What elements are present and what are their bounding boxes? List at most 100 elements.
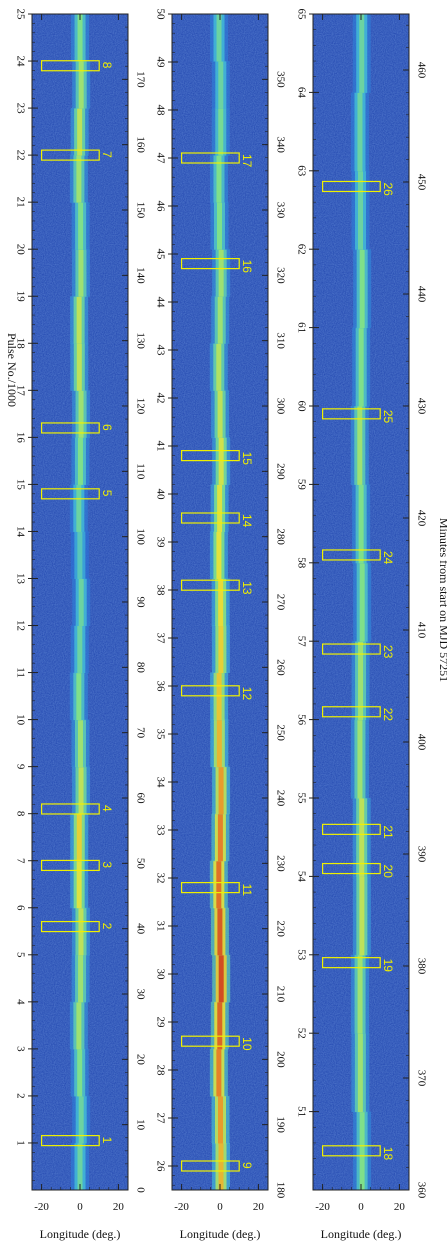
minute-tick-label: 60 (134, 793, 146, 805)
pulse-tick-label: 29 (154, 1017, 166, 1029)
emission-core (216, 860, 222, 909)
event-label: 6 (100, 424, 114, 431)
pulse-tick-label: 44 (154, 297, 166, 309)
minute-tick-label: 30 (134, 989, 146, 1001)
emission-core (76, 296, 82, 344)
emission-core (217, 484, 223, 532)
emission-core (359, 798, 365, 877)
event-label: 3 (100, 861, 114, 868)
event-label: 17 (240, 154, 254, 168)
emission-core (359, 562, 365, 642)
minute-tick-label: 310 (274, 332, 286, 349)
minute-tick-label: 340 (274, 136, 286, 153)
minute-tick-label: 170 (134, 71, 146, 88)
minute-tick-label: 240 (274, 790, 286, 807)
event-label: 24 (381, 551, 395, 565)
pulse-tick-label: 35 (154, 729, 166, 741)
pulse-tick-label: 17 (14, 385, 26, 397)
pulse-tick-label: 12 (14, 620, 26, 631)
pulse-tick-label: 64 (295, 87, 307, 99)
pulse-tick-label: 3 (14, 1046, 26, 1052)
emission-core (76, 484, 82, 532)
minute-tick-label: 190 (274, 1116, 286, 1133)
event-box (181, 579, 240, 591)
event-box (181, 1035, 240, 1047)
emission-core (78, 61, 84, 109)
pulse-tick-label: 41 (154, 441, 166, 452)
event-label: 11 (240, 884, 254, 897)
minute-tick-label: 440 (415, 286, 427, 303)
emission-core (78, 954, 84, 1003)
emission-core (77, 531, 83, 579)
emission-core (357, 719, 363, 799)
pulse-tick-label: 28 (154, 1065, 166, 1077)
minute-tick-label: 90 (134, 597, 146, 609)
event-label: 21 (381, 825, 395, 839)
emission-core (357, 406, 363, 485)
pulse-tick-label: 47 (154, 153, 166, 165)
emission-core (218, 954, 224, 1003)
event-box (322, 957, 381, 969)
minute-tick-label: 420 (415, 510, 427, 527)
event-box (40, 803, 100, 815)
emission-core (218, 578, 224, 627)
pulse-tick-label: 65 (295, 9, 307, 21)
pulse-tick-label: 40 (154, 489, 166, 501)
longitude-axis-label: Longitude (deg.) (180, 1227, 261, 1241)
pulse-tick-label: 7 (14, 858, 26, 864)
event-box (181, 450, 240, 462)
pulse-tick-label: 10 (14, 714, 26, 726)
event-box (181, 152, 240, 164)
emission-core (218, 61, 224, 109)
pulse-tick-label: 24 (14, 56, 26, 68)
right-axis-label: Minutes from start on MJD 57251 (437, 518, 447, 682)
longitude-tick-label: 0 (358, 1201, 364, 1213)
emission-core (77, 1048, 83, 1097)
emission-core (216, 155, 222, 203)
minute-tick-label: 70 (134, 727, 146, 739)
event-box (322, 823, 381, 835)
minute-tick-label: 260 (274, 659, 286, 676)
minute-tick-label: 120 (134, 398, 146, 415)
minute-tick-label: 110 (134, 463, 146, 480)
event-box (181, 685, 240, 697)
event-label: 5 (100, 490, 114, 497)
event-label: 23 (381, 645, 395, 659)
pulse-tick-label: 55 (295, 793, 307, 805)
emission-core (357, 1033, 363, 1113)
pulse-tick-label: 63 (295, 165, 307, 177)
event-box (40, 920, 100, 933)
emission-core (218, 766, 224, 815)
minute-tick-label: 50 (134, 858, 146, 870)
event-label: 22 (381, 708, 395, 722)
pulse-tick-label: 58 (295, 557, 307, 569)
pulse-tick-label: 18 (14, 338, 26, 350)
emission-core (217, 1001, 223, 1050)
pulse-tick-label: 39 (154, 537, 166, 549)
pulse-tick-label: 5 (14, 952, 26, 958)
event-label: 10 (240, 1037, 254, 1051)
minute-tick-label: 390 (415, 846, 427, 863)
minute-tick-label: 460 (415, 62, 427, 79)
emission-core (216, 202, 222, 250)
pulse-tick-label: 15 (14, 479, 26, 491)
minute-tick-label: 330 (274, 202, 286, 219)
emission-core (218, 1142, 224, 1191)
emission-core (78, 766, 84, 815)
emission-core (218, 249, 224, 297)
pulse-tick-label: 46 (154, 201, 166, 213)
emission-core (216, 1048, 222, 1097)
minute-tick-label: 300 (274, 398, 286, 415)
minute-tick-label: 280 (274, 528, 286, 545)
pulse-tick-label: 21 (14, 197, 26, 208)
emission-core (76, 1001, 82, 1050)
pulse-tick-label: 42 (154, 393, 166, 404)
pulse-tick-label: 57 (295, 636, 307, 648)
minute-tick-label: 270 (274, 594, 286, 611)
event-label: 14 (240, 514, 254, 528)
emission-core (78, 1095, 84, 1144)
longitude-tick-label: 0 (77, 1201, 83, 1213)
minute-tick-label: 350 (274, 71, 286, 88)
emission-core (216, 14, 222, 62)
pulse-tick-label: 37 (154, 633, 166, 645)
